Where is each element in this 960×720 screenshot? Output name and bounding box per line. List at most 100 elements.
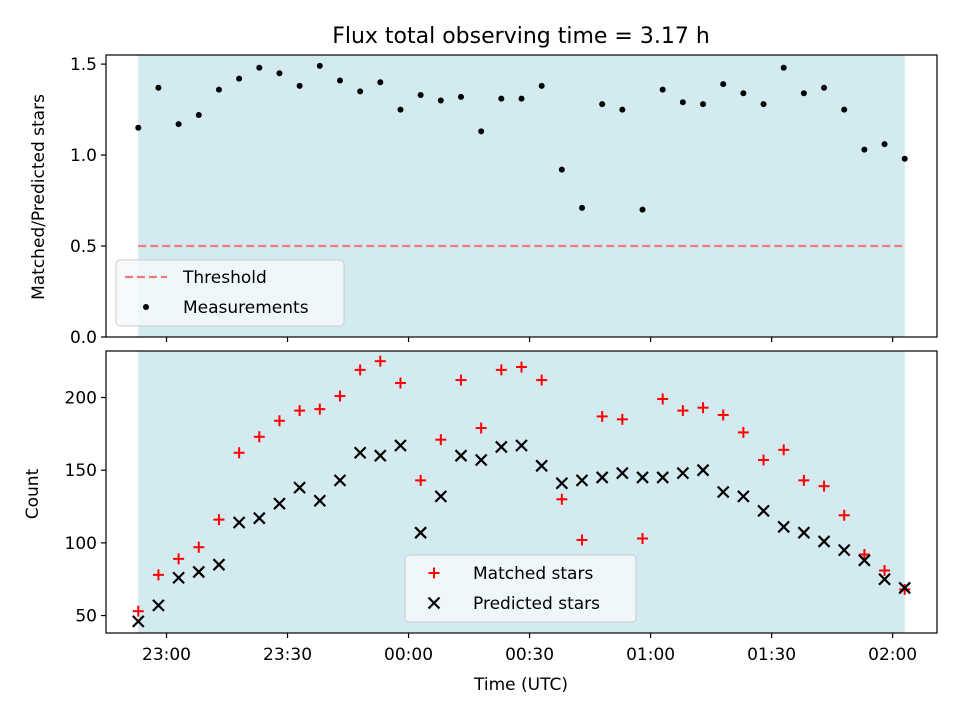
count-xtick-label: 01:00 bbox=[626, 645, 675, 665]
ratio-panel-frame bbox=[105, 54, 938, 338]
measurements-legend-label: Measurements bbox=[183, 298, 309, 318]
predicted-point bbox=[232, 516, 246, 529]
count-xtick-label: 23:30 bbox=[263, 645, 312, 665]
matched-point bbox=[637, 533, 649, 545]
measurement-point bbox=[236, 75, 243, 82]
measurement-point bbox=[478, 128, 485, 135]
matched-point bbox=[657, 393, 669, 405]
predicted-point bbox=[716, 485, 730, 499]
predicted-point bbox=[152, 599, 165, 612]
measurement-point bbox=[357, 88, 364, 95]
measurement-point bbox=[175, 121, 182, 128]
matched-point bbox=[334, 390, 346, 402]
matched-point bbox=[193, 541, 205, 553]
count-ytick-label: 50 bbox=[75, 607, 97, 627]
matched-point bbox=[778, 444, 790, 456]
matched-stars-series bbox=[132, 355, 911, 617]
matched-point bbox=[495, 364, 507, 376]
predicted-point bbox=[353, 446, 367, 460]
measurement-point bbox=[276, 70, 283, 77]
measurement-point bbox=[639, 206, 646, 213]
ratio-ytick-label: 1.5 bbox=[70, 55, 97, 75]
measurement-point bbox=[841, 106, 848, 113]
measurement-point bbox=[437, 97, 444, 104]
matched-point bbox=[858, 549, 870, 561]
count-xtick-label: 01:30 bbox=[747, 645, 796, 665]
matched-point bbox=[394, 377, 406, 389]
predicted-point bbox=[374, 449, 387, 462]
count-xtick-label: 23:00 bbox=[142, 645, 191, 665]
matched-point bbox=[818, 480, 830, 492]
measurement-point bbox=[377, 79, 384, 86]
predicted-point bbox=[253, 511, 266, 525]
count-xtick-label: 00:30 bbox=[505, 645, 554, 665]
predicted-legend-label: Predicted stars bbox=[473, 594, 600, 614]
predicted-point bbox=[636, 471, 649, 484]
matched-point bbox=[576, 534, 588, 546]
predicted-point bbox=[495, 440, 508, 454]
matched-point bbox=[455, 374, 467, 386]
count-y-axis-label: Count bbox=[23, 468, 43, 519]
matched-point bbox=[435, 434, 447, 446]
count-panel: 50 100 150 200 23:00 23:30 00:00 00:30 01:00 01:… bbox=[23, 350, 938, 695]
measurement-point bbox=[579, 204, 586, 211]
ratio-y-axis-label: Matched/Predicted stars bbox=[29, 94, 49, 300]
predicted-point bbox=[797, 526, 811, 539]
measurement-point bbox=[195, 112, 202, 119]
ratio-panel: 0.0 0.5 1.0 1.5 Matched/Predicted stars Thr… bbox=[29, 54, 938, 348]
matched-point bbox=[213, 514, 225, 526]
matched-point bbox=[879, 564, 891, 576]
predicted-point bbox=[293, 481, 306, 494]
matched-point bbox=[596, 410, 608, 422]
matched-point bbox=[253, 431, 265, 443]
predicted-point bbox=[696, 463, 710, 477]
measurement-point bbox=[901, 155, 908, 162]
matched-point bbox=[314, 403, 326, 415]
matched-point bbox=[354, 364, 366, 376]
matched-legend-marker bbox=[428, 567, 440, 579]
predicted-point bbox=[131, 615, 145, 628]
matched-point bbox=[516, 361, 527, 373]
measurement-point bbox=[619, 106, 626, 113]
measurement-point bbox=[558, 166, 565, 173]
chart-title: Flux total observing time = 3.17 h bbox=[332, 24, 710, 49]
count-ytick-label: 150 bbox=[65, 461, 97, 481]
predicted-point bbox=[858, 554, 871, 567]
measurement-point bbox=[135, 124, 142, 131]
measurement-point bbox=[861, 146, 868, 153]
predicted-point bbox=[555, 477, 569, 490]
matched-point bbox=[273, 415, 285, 427]
predicted-point bbox=[777, 520, 790, 534]
ratio-legend: Threshold Measurements bbox=[115, 259, 345, 327]
measurement-point bbox=[659, 86, 666, 93]
measurement-point bbox=[316, 62, 323, 69]
matched-legend-label: Matched stars bbox=[473, 564, 593, 584]
matched-point bbox=[536, 374, 548, 386]
matched-point bbox=[677, 405, 689, 417]
matched-point bbox=[173, 553, 185, 565]
measurement-point bbox=[498, 95, 505, 102]
measurement-point bbox=[881, 141, 888, 148]
measurement-point bbox=[336, 77, 343, 84]
predicted-point bbox=[172, 571, 185, 585]
predicted-point bbox=[757, 504, 770, 518]
matched-point bbox=[616, 413, 628, 425]
matched-point bbox=[556, 493, 568, 505]
count-legend: Matched stars Predicted stars bbox=[404, 554, 637, 623]
predicted-point bbox=[817, 535, 831, 548]
measurement-point bbox=[679, 99, 686, 106]
predicted-point bbox=[414, 526, 427, 539]
predicted-point bbox=[676, 466, 690, 480]
matched-point bbox=[798, 474, 810, 486]
predicted-point bbox=[273, 497, 286, 510]
count-panel-frame bbox=[105, 350, 938, 634]
predicted-point bbox=[595, 471, 609, 484]
measurement-point bbox=[599, 101, 606, 108]
measurement-point bbox=[397, 106, 404, 113]
predicted-point bbox=[394, 439, 407, 452]
measurement-point bbox=[155, 84, 162, 91]
measurement-point bbox=[760, 101, 767, 108]
x-axis-label: Time (UTC) bbox=[473, 675, 568, 695]
predicted-point bbox=[454, 449, 468, 462]
